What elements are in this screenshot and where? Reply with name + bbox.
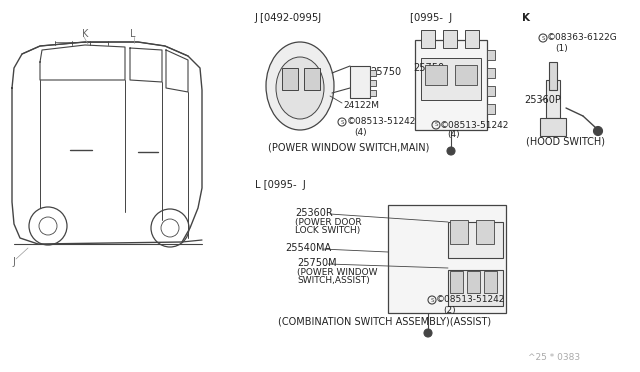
Text: (POWER WINDOW SWITCH,MAIN): (POWER WINDOW SWITCH,MAIN) bbox=[268, 143, 429, 153]
Bar bbox=[448, 222, 503, 258]
Bar bbox=[450, 220, 468, 244]
Text: J [0492-0995J: J [0492-0995J bbox=[255, 13, 322, 23]
Text: S: S bbox=[340, 119, 344, 125]
Bar bbox=[487, 50, 495, 60]
Bar bbox=[465, 30, 479, 48]
Text: LOCK SWITCH): LOCK SWITCH) bbox=[295, 225, 360, 234]
Text: (1): (1) bbox=[555, 44, 568, 52]
Text: 25750: 25750 bbox=[413, 63, 444, 73]
Bar bbox=[487, 86, 495, 96]
Bar bbox=[304, 68, 320, 90]
Text: ^25 * 0383: ^25 * 0383 bbox=[528, 353, 580, 362]
Text: S: S bbox=[435, 122, 438, 128]
Bar bbox=[443, 30, 457, 48]
Bar bbox=[549, 62, 557, 90]
Text: SWITCH,ASSIST): SWITCH,ASSIST) bbox=[297, 276, 370, 285]
Text: (2): (2) bbox=[443, 305, 456, 314]
Bar bbox=[484, 271, 497, 293]
Bar bbox=[467, 271, 480, 293]
Bar bbox=[282, 68, 298, 90]
Text: (HOOD SWITCH): (HOOD SWITCH) bbox=[526, 137, 605, 147]
Text: L [0995-  J: L [0995- J bbox=[255, 180, 306, 190]
Text: 25750M: 25750M bbox=[297, 258, 337, 268]
Bar bbox=[415, 40, 487, 130]
Text: ©08513-51242: ©08513-51242 bbox=[440, 121, 509, 129]
Bar bbox=[421, 30, 435, 48]
Text: 25360P: 25360P bbox=[524, 95, 561, 105]
Text: (POWER WINDOW: (POWER WINDOW bbox=[297, 267, 378, 276]
Text: J: J bbox=[12, 257, 15, 267]
Text: ©08363-6122G: ©08363-6122G bbox=[547, 33, 618, 42]
Text: 25750: 25750 bbox=[370, 67, 401, 77]
Bar bbox=[421, 58, 481, 100]
Bar bbox=[370, 70, 376, 76]
Ellipse shape bbox=[276, 57, 324, 119]
Bar bbox=[487, 104, 495, 114]
Bar bbox=[450, 271, 463, 293]
Text: 25540MA: 25540MA bbox=[285, 243, 331, 253]
Bar bbox=[425, 65, 447, 85]
Ellipse shape bbox=[266, 42, 334, 130]
Text: S: S bbox=[541, 35, 545, 41]
Text: ©08513-51242: ©08513-51242 bbox=[347, 118, 417, 126]
Bar bbox=[388, 205, 506, 313]
Circle shape bbox=[447, 147, 455, 155]
Text: (4): (4) bbox=[354, 128, 367, 137]
Bar bbox=[350, 66, 370, 98]
Bar bbox=[487, 68, 495, 78]
Text: K: K bbox=[82, 29, 88, 39]
Bar bbox=[455, 65, 477, 85]
Text: (POWER DOOR: (POWER DOOR bbox=[295, 218, 362, 227]
Bar bbox=[370, 80, 376, 86]
Text: L: L bbox=[130, 29, 136, 39]
Bar bbox=[540, 118, 566, 136]
Circle shape bbox=[593, 126, 602, 135]
Text: 25360R: 25360R bbox=[295, 208, 333, 218]
Text: S: S bbox=[430, 298, 434, 302]
Text: K: K bbox=[522, 13, 530, 23]
Text: (4): (4) bbox=[447, 131, 460, 140]
Bar bbox=[448, 270, 503, 306]
Bar bbox=[370, 90, 376, 96]
Bar bbox=[546, 80, 560, 118]
Text: (COMBINATION SWITCH ASSEMBLY)(ASSIST): (COMBINATION SWITCH ASSEMBLY)(ASSIST) bbox=[278, 317, 491, 327]
Text: 24122M: 24122M bbox=[343, 100, 379, 109]
Text: ©08513-51242: ©08513-51242 bbox=[436, 295, 506, 305]
Circle shape bbox=[424, 329, 432, 337]
Bar bbox=[476, 220, 494, 244]
Text: [0995-  J: [0995- J bbox=[410, 13, 452, 23]
